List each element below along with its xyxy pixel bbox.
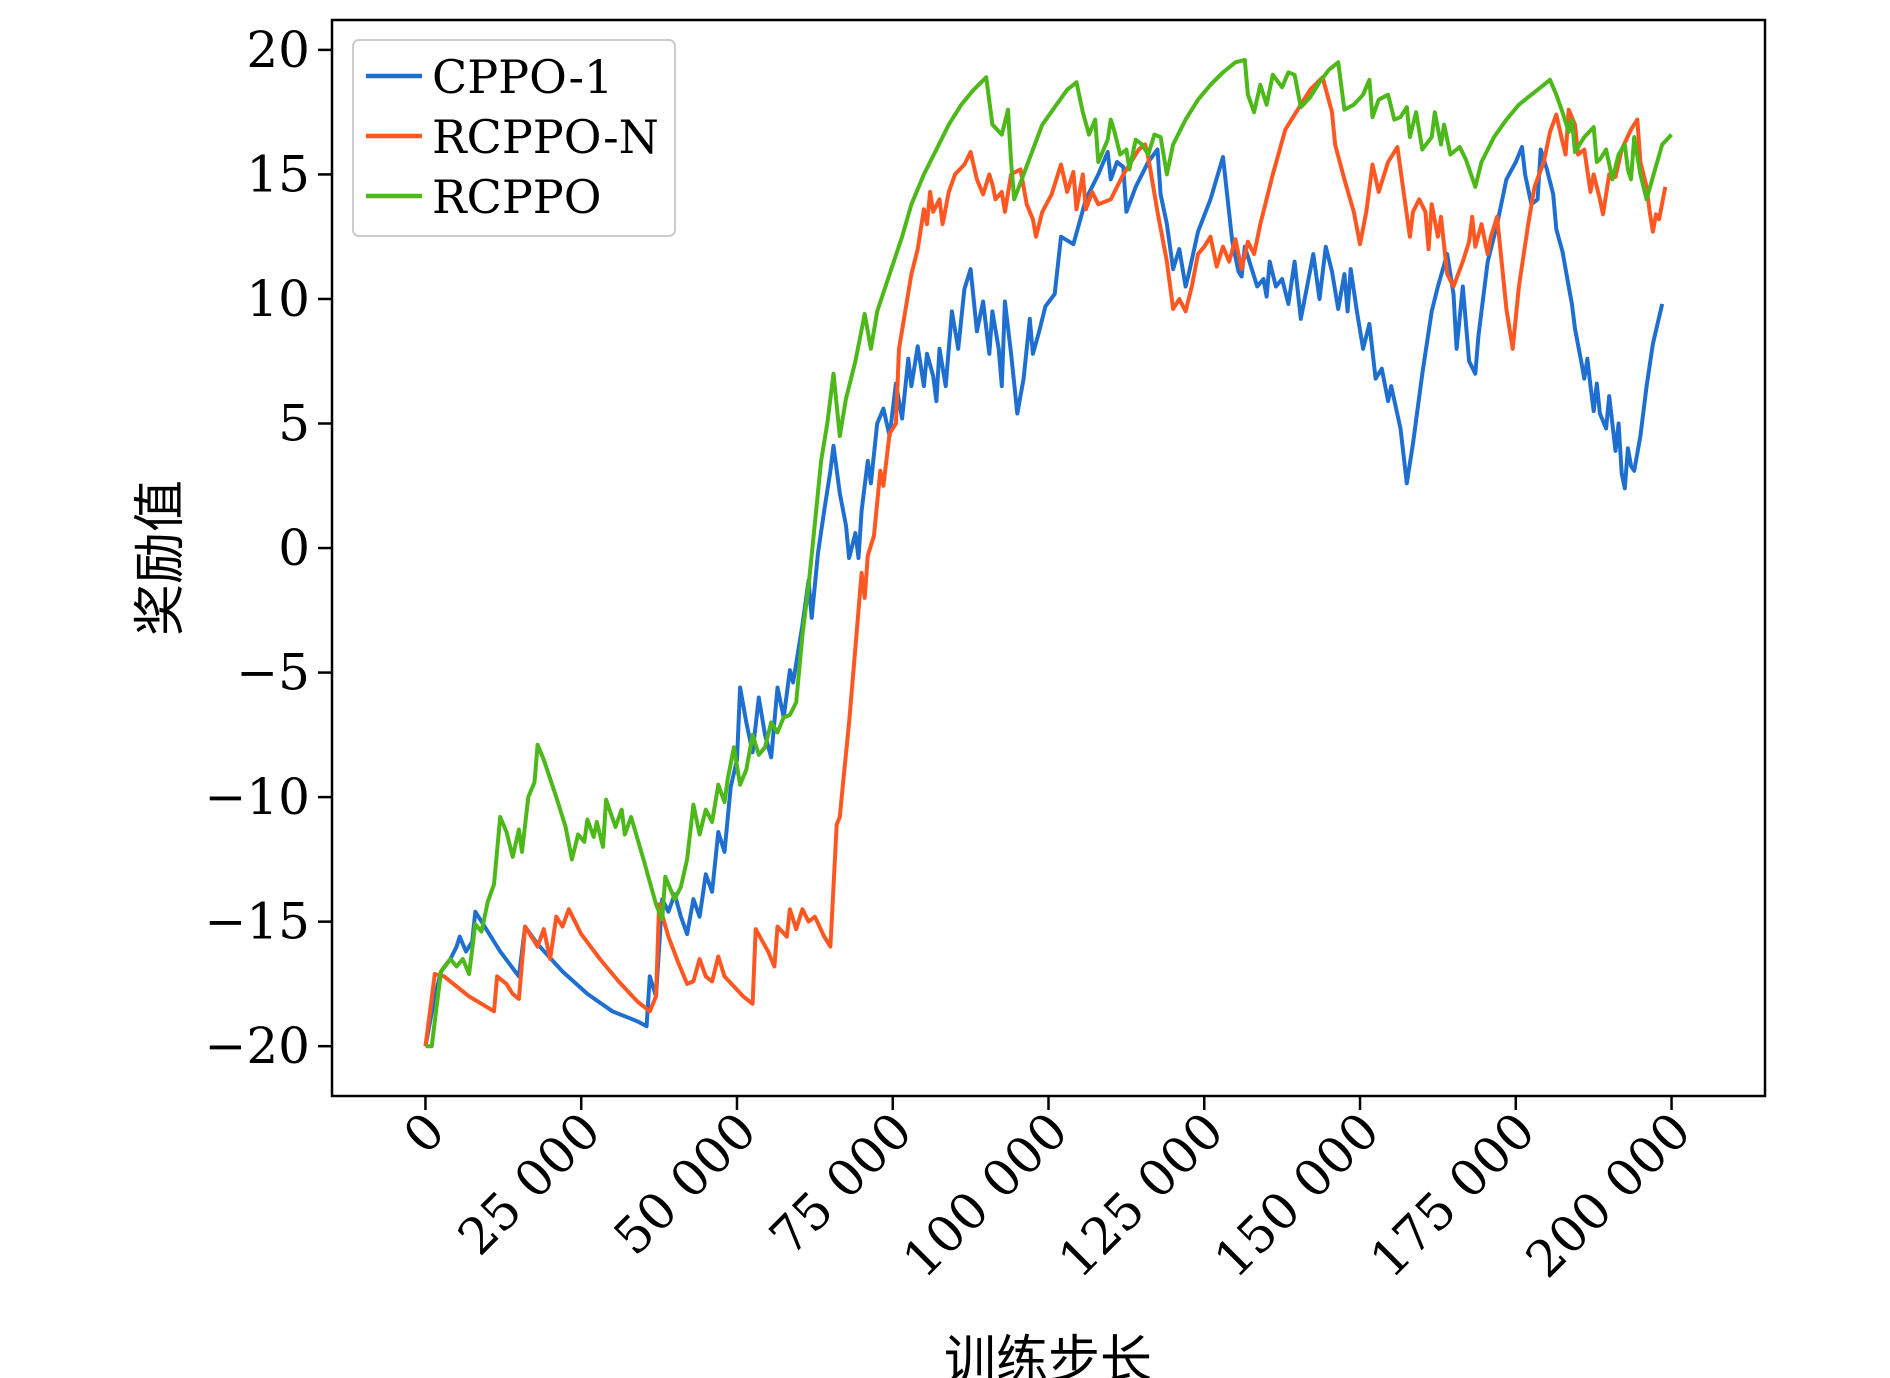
- y-tick-label: 0: [278, 519, 310, 577]
- x-tick-label: 200 000: [1515, 1101, 1702, 1288]
- x-tick-label: 25 000: [447, 1101, 612, 1266]
- y-tick-label: −15: [204, 893, 310, 951]
- legend-label: RCPPO: [432, 170, 601, 224]
- legend-box: [352, 39, 676, 237]
- x-tick-label: 100 000: [892, 1101, 1079, 1288]
- y-tick-label: 10: [246, 270, 310, 328]
- y-tick-label: −20: [204, 1017, 310, 1075]
- series-line: [425, 57, 1673, 1049]
- series-layer: [423, 57, 1673, 1049]
- y-axis-label: 奖励值: [131, 480, 191, 636]
- x-tick-label: 175 000: [1359, 1101, 1546, 1288]
- y-tick-label: 20: [246, 21, 310, 79]
- x-tick-label: 50 000: [603, 1101, 768, 1266]
- legend: CPPO-1 RCPPO-N RCPPO: [352, 39, 676, 237]
- x-tick-label: 125 000: [1048, 1101, 1235, 1288]
- y-tick-label: −5: [236, 644, 310, 702]
- legend-label: RCPPO-N: [432, 110, 659, 164]
- y-tick-label: 5: [278, 395, 310, 453]
- y-tick-label: 15: [246, 145, 310, 203]
- legend-label: CPPO-1: [432, 50, 613, 104]
- x-tick-label: 0: [392, 1101, 456, 1165]
- series-line: [423, 75, 1668, 1047]
- series-line: [423, 145, 1665, 1047]
- y-axis: 20 15 10 5 0 −5 −10 −15 −20: [204, 21, 332, 1075]
- y-tick-label: −10: [204, 768, 310, 826]
- x-tick-label: 150 000: [1203, 1101, 1390, 1288]
- x-axis-label: 训练步长: [944, 1331, 1152, 1378]
